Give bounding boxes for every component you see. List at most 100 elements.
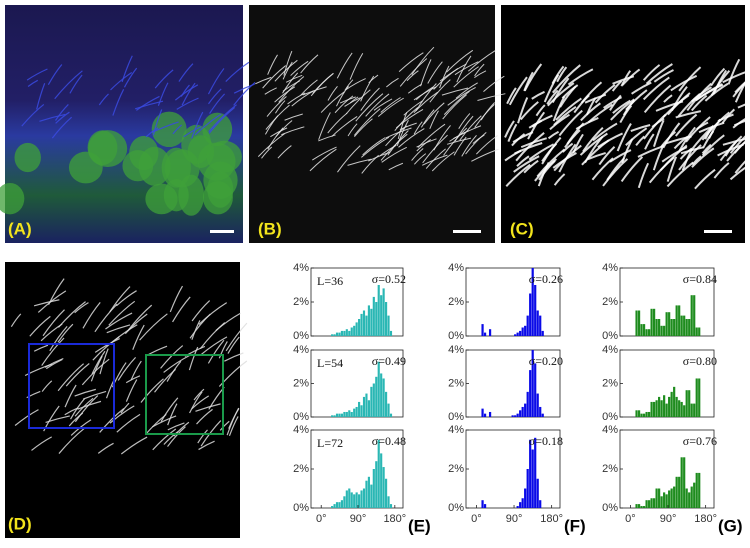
strand [611, 80, 623, 92]
histogram: 0% 2% 4% L=54 σ=0.49 [293, 344, 406, 423]
strand [642, 64, 661, 81]
strand [339, 96, 356, 104]
strand [365, 93, 390, 117]
strand [465, 131, 487, 155]
strand [344, 79, 354, 91]
bar [670, 488, 673, 508]
strand [420, 109, 435, 128]
bar [650, 308, 653, 336]
bar [335, 332, 339, 336]
strand [587, 151, 606, 161]
bar [358, 401, 361, 417]
strand [631, 81, 652, 95]
strand [14, 409, 39, 426]
strand [453, 66, 479, 88]
strand [152, 428, 177, 451]
bar [647, 411, 651, 417]
strand [112, 324, 138, 343]
strand [603, 96, 622, 109]
strand [169, 285, 184, 313]
strand [224, 352, 244, 362]
bar [637, 410, 641, 417]
strand [41, 337, 65, 366]
length-label: L=36 [317, 274, 343, 288]
strand [734, 155, 750, 174]
bar [524, 325, 527, 336]
strand [233, 81, 256, 106]
strand [523, 159, 539, 174]
strand [538, 159, 556, 181]
strand [167, 426, 186, 447]
strand [399, 58, 428, 87]
strand [722, 137, 749, 146]
strand [117, 356, 137, 381]
bar [370, 386, 373, 417]
strand [140, 378, 164, 403]
bar [685, 488, 688, 508]
bar [521, 327, 524, 336]
bar [675, 396, 678, 417]
bar [673, 486, 676, 508]
strand [474, 70, 487, 79]
strand [228, 408, 240, 429]
strand [290, 60, 309, 76]
strand [109, 286, 131, 313]
strand [710, 67, 726, 87]
strand [531, 90, 545, 100]
strand [441, 87, 469, 96]
bar [688, 390, 691, 417]
strand [555, 97, 582, 121]
bar [380, 453, 383, 508]
bar [389, 413, 393, 417]
bar [353, 494, 356, 508]
bar [642, 506, 646, 508]
strand [379, 144, 397, 157]
bar [355, 406, 358, 417]
bar [658, 488, 661, 508]
strand [191, 111, 204, 139]
histogram: 0% 2% 4% σ=0.20 [448, 344, 563, 423]
bar [380, 373, 383, 417]
strand [261, 146, 273, 159]
strand [704, 82, 729, 102]
bar [343, 411, 346, 417]
bar [539, 315, 542, 336]
strand [39, 113, 66, 122]
bar [650, 498, 653, 508]
strand [54, 70, 83, 100]
scale-bar [210, 230, 234, 233]
strand [691, 147, 715, 168]
bar [348, 410, 351, 417]
strand [64, 384, 77, 408]
strand [429, 79, 451, 103]
strand [208, 104, 237, 133]
bar [680, 457, 683, 508]
strand [270, 127, 288, 138]
bar [331, 506, 334, 508]
sigma-label: σ=0.18 [529, 434, 563, 448]
sigma-label: σ=0.20 [529, 354, 563, 368]
strand [416, 139, 431, 152]
strand [637, 162, 650, 189]
bar [695, 378, 698, 417]
bar [519, 410, 522, 417]
cell [202, 112, 233, 147]
strand [112, 89, 125, 116]
sigma-label: σ=0.80 [683, 354, 717, 368]
strand [109, 405, 135, 424]
bar [675, 305, 678, 336]
bar [673, 319, 676, 336]
strand [598, 145, 616, 166]
bar [382, 288, 385, 336]
strand [653, 69, 674, 83]
strand [45, 415, 70, 424]
bar [340, 500, 344, 508]
strand [666, 156, 678, 182]
strand [652, 144, 665, 171]
strand [425, 148, 446, 169]
bar [653, 401, 656, 417]
strand [483, 75, 505, 92]
y-tick-label: 2% [293, 377, 309, 389]
strand [65, 363, 90, 387]
bar [375, 302, 378, 336]
